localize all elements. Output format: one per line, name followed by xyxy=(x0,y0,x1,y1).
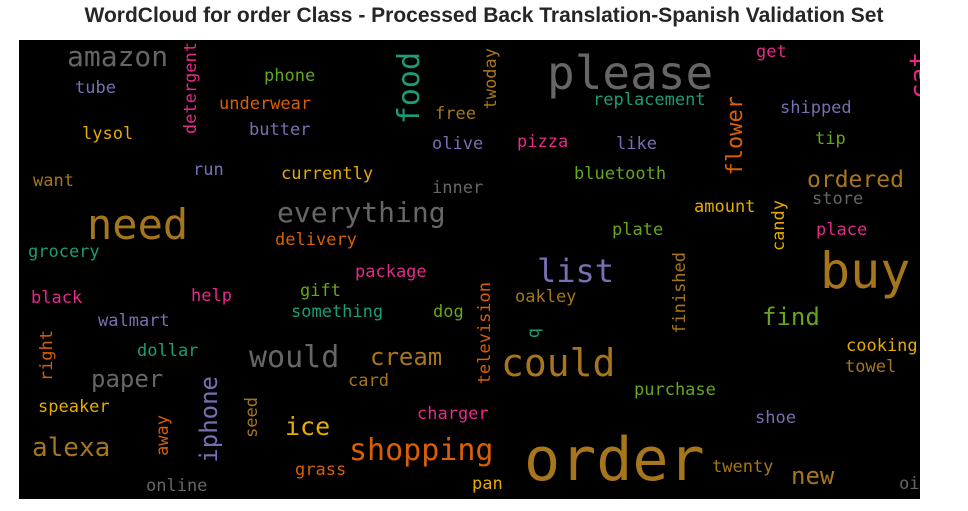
word-ordered: ordered xyxy=(807,167,904,193)
word-twoday: twoday xyxy=(481,48,501,109)
word-find: find xyxy=(762,303,820,331)
word-twenty: twenty xyxy=(712,457,773,477)
word-right: right xyxy=(37,330,57,381)
word-food: food xyxy=(392,52,427,124)
word-free: free xyxy=(435,104,476,124)
word-pan: pan xyxy=(472,474,503,494)
word-grass: grass xyxy=(295,460,346,480)
word-oakley: oakley xyxy=(515,287,576,307)
word-help: help xyxy=(191,286,232,306)
word-walmart: walmart xyxy=(98,311,170,331)
word-bluetooth: bluetooth xyxy=(574,164,666,184)
word-place: place xyxy=(816,220,867,240)
word-away: away xyxy=(153,415,173,456)
word-run: run xyxy=(193,160,224,180)
word-dog: dog xyxy=(433,302,464,322)
word-amazon: amazon xyxy=(67,40,168,73)
word-purchase: purchase xyxy=(634,380,716,400)
word-paper: paper xyxy=(91,365,163,393)
word-grocery: grocery xyxy=(28,242,100,262)
word-olive: olive xyxy=(432,134,483,154)
word-please: please xyxy=(547,46,713,100)
word-everything: everything xyxy=(277,196,446,229)
word-list: list xyxy=(537,252,614,290)
word-new: new xyxy=(791,462,835,490)
word-order: order xyxy=(524,425,705,495)
word-cloud: amazon please food cat get tube phone detergent… xyxy=(19,40,920,499)
word-like: like xyxy=(616,134,657,154)
word-shipped: shipped xyxy=(780,98,852,118)
word-cat: cat xyxy=(905,52,920,99)
word-shoe: shoe xyxy=(755,408,796,428)
word-delivery: delivery xyxy=(275,230,357,250)
word-want: want xyxy=(33,171,74,191)
word-speaker: speaker xyxy=(38,397,110,417)
word-seed: seed xyxy=(242,397,262,438)
word-underwear: underwear xyxy=(219,94,311,114)
word-candy: candy xyxy=(769,200,789,251)
word-charger: charger xyxy=(417,404,489,424)
word-online: online xyxy=(146,476,207,496)
word-replacement: replacement xyxy=(593,90,706,110)
word-towel: towel xyxy=(845,357,896,377)
word-gift: gift xyxy=(300,281,341,301)
word-inner: inner xyxy=(432,178,483,198)
word-package: package xyxy=(355,262,427,282)
word-get: get xyxy=(756,42,787,62)
word-detergent: detergent xyxy=(181,42,201,134)
word-card: card xyxy=(348,371,389,391)
word-tip: tip xyxy=(815,129,846,149)
word-cooking: cooking xyxy=(846,336,918,356)
word-black: black xyxy=(31,288,82,308)
word-finished: finished xyxy=(670,252,690,334)
word-plate: plate xyxy=(612,220,663,240)
word-something: something xyxy=(291,302,383,322)
word-shopping: shopping xyxy=(349,433,494,468)
word-q: q xyxy=(524,328,544,338)
word-cream: cream xyxy=(370,343,442,371)
word-butter: butter xyxy=(249,120,310,140)
word-buy: buy xyxy=(820,242,910,300)
word-lysol: lysol xyxy=(82,124,133,144)
word-ice: ice xyxy=(285,412,330,441)
word-pizza: pizza xyxy=(517,132,568,152)
word-phone: phone xyxy=(264,66,315,86)
word-television: television xyxy=(475,282,495,384)
word-cloud-background xyxy=(19,40,920,499)
word-dollar: dollar xyxy=(137,341,198,361)
word-oil: oil xyxy=(899,474,920,494)
word-would: would xyxy=(249,340,339,375)
word-currently: currently xyxy=(281,164,373,184)
word-amount: amount xyxy=(694,197,755,217)
word-tube: tube xyxy=(75,78,116,98)
word-flower: flower xyxy=(723,96,748,175)
word-alexa: alexa xyxy=(32,433,110,463)
word-iphone: iphone xyxy=(195,376,223,463)
word-need: need xyxy=(87,200,188,249)
chart-title: WordCloud for order Class - Processed Ba… xyxy=(84,4,884,27)
word-store: store xyxy=(812,189,863,209)
word-could: could xyxy=(501,341,615,385)
